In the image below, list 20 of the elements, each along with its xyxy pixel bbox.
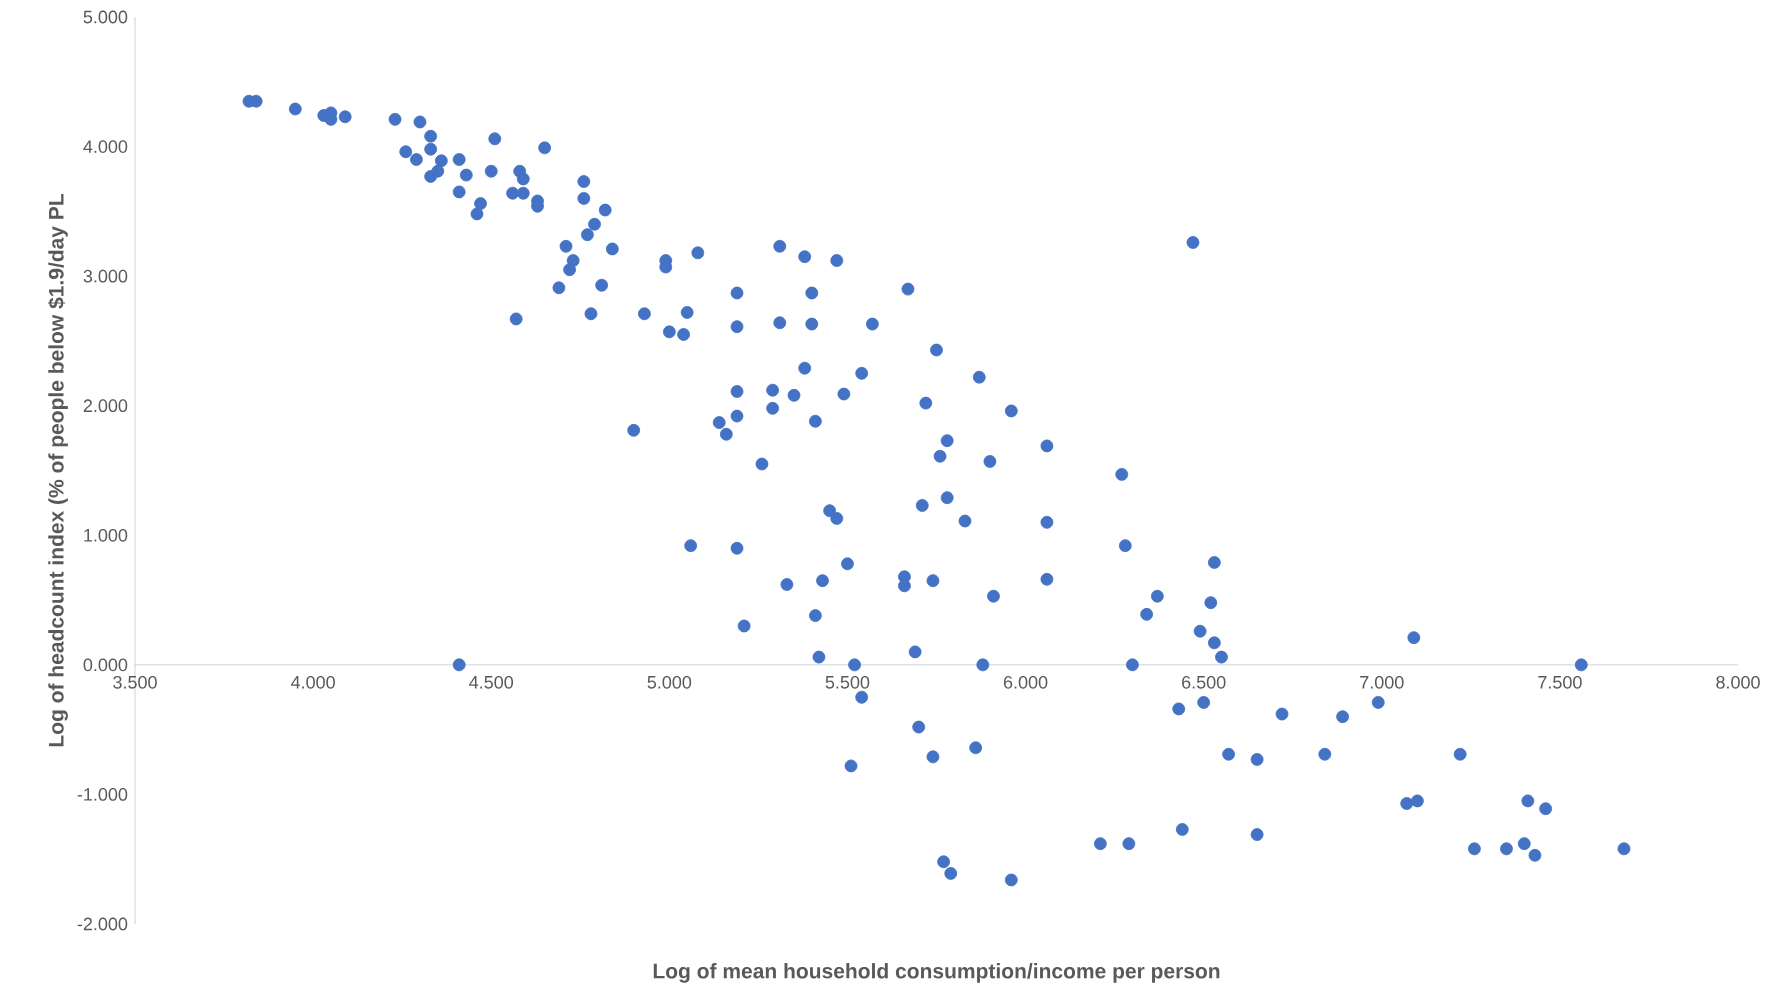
x-tick-label: 4.000 (291, 675, 335, 689)
y-tick-label: 3.000 (83, 269, 128, 283)
x-tick-label: 7.500 (1538, 675, 1582, 689)
x-tick-label: 5.000 (647, 675, 692, 689)
x-tick-label: 7.000 (1360, 675, 1404, 689)
y-axis-title: Log of headcount index (% of people below $1.9/day PL (47, 193, 68, 747)
x-tick-label: 3.500 (113, 675, 157, 689)
y-tick-label: 5.000 (83, 10, 128, 24)
x-tick-label: 4.500 (469, 675, 514, 689)
x-tick-label: 8.000 (1716, 675, 1760, 689)
y-tick-label: 2.000 (83, 399, 128, 412)
y-tick-label: 0.000 (83, 658, 128, 672)
y-tick-label: -1.000 (77, 787, 128, 801)
y-tick-label: 4.000 (83, 140, 128, 153)
x-axis-title: Log of mean household consumption/income per person (653, 962, 1220, 983)
x-tick-label: 6.500 (1182, 675, 1226, 689)
y-tick-label: -2.000 (77, 917, 128, 931)
x-tick-label: 5.500 (825, 675, 870, 689)
x-tick-label: 6.000 (1003, 675, 1048, 689)
y-tick-label: 1.000 (84, 528, 128, 542)
